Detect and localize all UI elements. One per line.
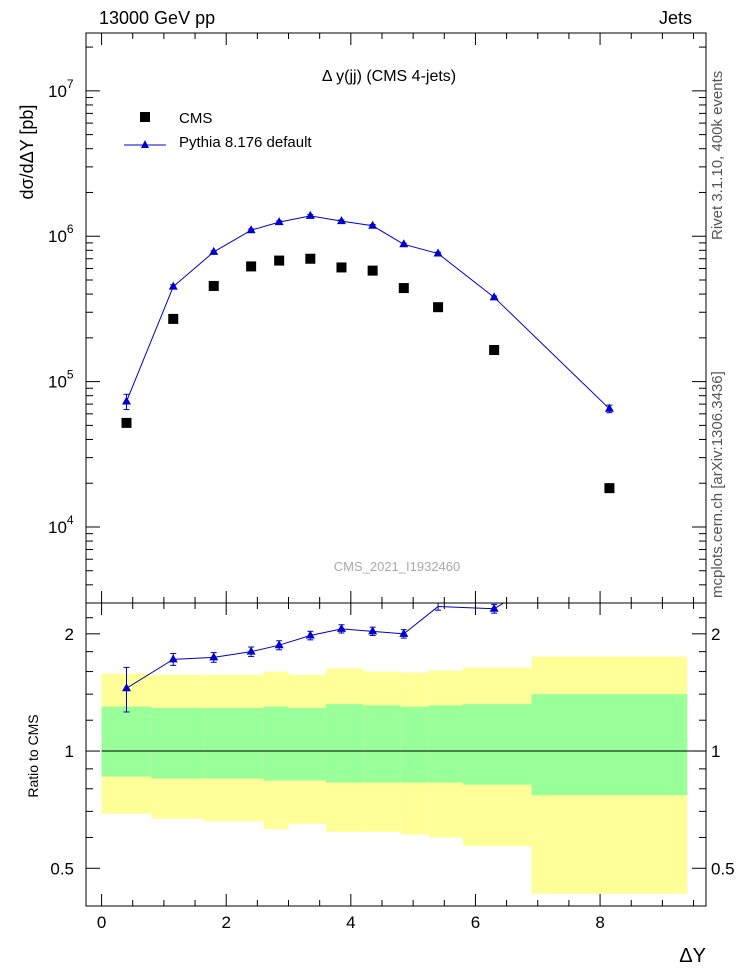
band-inner (400, 706, 429, 783)
ratio-point (336, 623, 346, 632)
ratio-y-tick-label-right: 0.5 (711, 859, 735, 878)
cms-point (398, 283, 409, 294)
band-inner (325, 704, 364, 783)
x-tick-label: 0 (97, 913, 106, 932)
ratio-point (122, 683, 132, 692)
pythia-line (126, 215, 610, 410)
x-tick-label: 4 (346, 913, 355, 932)
ratio-bands (101, 656, 688, 894)
band-inner (101, 706, 152, 777)
pythia-point (168, 281, 178, 290)
ratio-y-tick-label-right: 2 (711, 625, 720, 644)
pythia-point (399, 239, 409, 248)
pythia-point (433, 248, 443, 257)
x-tick-label: 2 (221, 913, 230, 932)
pythia-point (122, 396, 132, 405)
main-pythia-group (122, 210, 614, 414)
ratio-series (122, 603, 505, 713)
ratio-y-axis-label: Ratio to CMS (25, 714, 41, 797)
x-tick-label: 8 (595, 913, 604, 932)
cms-point (121, 417, 132, 428)
pythia-point (604, 403, 614, 412)
pythia-point (209, 246, 219, 255)
cms-point (208, 280, 219, 291)
y-tick-label: 106 (48, 222, 74, 246)
legend-label-cms: CMS (179, 110, 212, 127)
band-inner (462, 704, 532, 785)
header-right: Jets (658, 8, 692, 28)
ratio-frame (85, 602, 707, 907)
band-inner (531, 694, 688, 796)
ratio-point (305, 630, 315, 639)
pythia-point (368, 220, 378, 229)
ratio-pythia-line (126, 603, 505, 689)
x-axis-label: ΔY (679, 945, 706, 967)
cms-point (274, 255, 285, 266)
band-inner (151, 707, 205, 779)
band-inner (363, 705, 401, 783)
cms-point (305, 253, 316, 264)
cms-point (336, 262, 347, 273)
cms-point (246, 261, 257, 272)
pythia-point (336, 216, 346, 225)
pythia-point (246, 225, 256, 234)
cms-point (367, 265, 378, 276)
ratio-point (399, 628, 409, 637)
pythia-point (274, 217, 284, 226)
band-inner (263, 706, 289, 781)
axes: 0 2 4 6 8 104 105 106 107 0.5 0.5 1 1 2 2 (48, 32, 735, 932)
watermark: CMS_2021_I1932460 (334, 559, 461, 574)
ratio-point (246, 646, 256, 655)
y-tick-label: 104 (48, 513, 74, 537)
cms-point (489, 344, 500, 355)
ratio-point (168, 654, 178, 663)
header-left: 13000 GeV pp (99, 8, 216, 28)
main-series (121, 210, 615, 494)
cms-point (168, 313, 179, 324)
band-inner (428, 705, 463, 783)
pythia-point (305, 210, 315, 219)
chart-title: Δ y(jj) (CMS 4-jets) (322, 68, 456, 85)
ratio-y-tick-label: 0.5 (50, 859, 74, 878)
main-y-axis-label: dσ/dΔY [pb] (17, 105, 37, 200)
band-inner (204, 707, 264, 779)
y-tick-label: 105 (48, 368, 74, 392)
x-tick-label: 6 (471, 913, 480, 932)
cms-point (604, 483, 615, 494)
ratio-point (209, 652, 219, 661)
ratio-y-tick-label-right: 1 (711, 742, 720, 761)
legend: CMS Pythia 8.176 default (124, 110, 312, 151)
ratio-point (368, 626, 378, 635)
ratio-y-tick-label: 2 (65, 625, 74, 644)
ratio-pythia-group (122, 603, 505, 713)
band-inner (288, 707, 326, 781)
ratio-point (274, 640, 284, 649)
cms-point (433, 302, 444, 313)
legend-label-pythia: Pythia 8.176 default (179, 134, 312, 151)
y-tick-label: 107 (48, 77, 74, 101)
ratio-y-tick-label: 1 (65, 742, 74, 761)
legend-marker-pythia (141, 140, 149, 148)
legend-marker-cms (140, 112, 150, 122)
pythia-point (489, 292, 499, 301)
ratio-point (489, 603, 499, 612)
